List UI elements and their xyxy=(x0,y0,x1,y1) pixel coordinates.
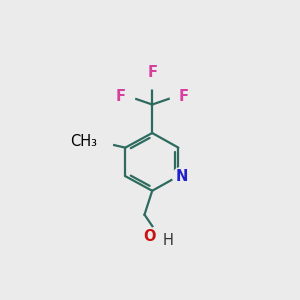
Text: F: F xyxy=(178,88,188,104)
Text: F: F xyxy=(147,65,157,80)
Text: N: N xyxy=(175,169,188,184)
Text: CH₃: CH₃ xyxy=(70,134,97,149)
Text: F: F xyxy=(116,88,126,104)
Text: O: O xyxy=(144,230,156,244)
Text: H: H xyxy=(162,233,173,248)
